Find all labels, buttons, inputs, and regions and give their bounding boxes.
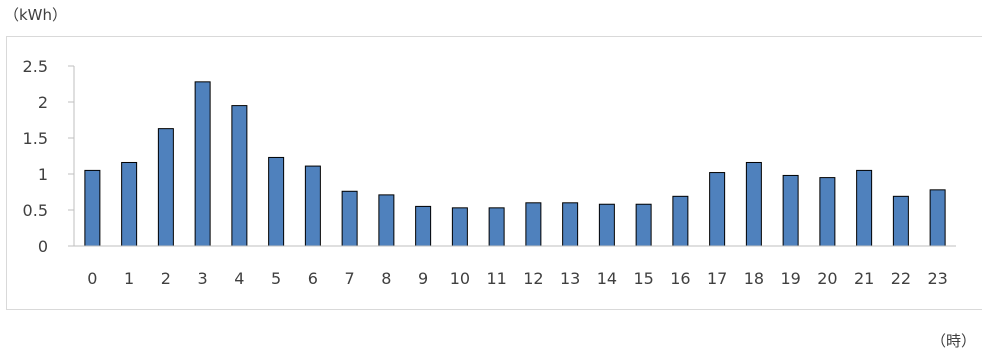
y-axis-ticks: 0 0.5 1 1.5 2 2.5	[23, 57, 74, 256]
x-tick-label: 2	[161, 269, 171, 288]
bar-hour-1	[121, 161, 138, 247]
x-tick-label: 20	[817, 269, 837, 288]
bar-hour-23	[929, 189, 946, 247]
x-tick-label: 5	[271, 269, 281, 288]
bar-hour-8	[378, 194, 395, 247]
bar-hour-19	[782, 174, 799, 247]
x-tick-label: 4	[234, 269, 244, 288]
bar-hour-10	[451, 207, 468, 247]
bar-hour-6	[304, 165, 321, 247]
bar-hour-14	[598, 203, 615, 247]
x-tick-label: 19	[780, 269, 800, 288]
x-tick-label: 16	[670, 269, 690, 288]
bar-hour-11	[488, 207, 505, 247]
x-tick-label: 11	[486, 269, 506, 288]
bar-chart: 00.511.522.5 0 1 2 3 4 5 6 7 8 9 10 11 12 13 14 15 16 17 1…	[23, 57, 956, 288]
x-tick-label: 10	[450, 269, 470, 288]
bar-hour-16	[672, 195, 689, 247]
y-tick-label: 1	[38, 165, 48, 184]
y-tick-label: 2.5	[23, 57, 48, 76]
y-tick-label: 0.5	[23, 201, 48, 220]
x-tick-label: 8	[381, 269, 391, 288]
x-tick-label: 15	[633, 269, 653, 288]
x-tick-label: 7	[345, 269, 355, 288]
bar-hour-17	[709, 172, 726, 247]
x-tick-label: 23	[927, 269, 947, 288]
bar-hour-15	[635, 203, 652, 247]
bar-hour-5	[268, 156, 285, 247]
bar-hour-13	[562, 202, 579, 247]
bar-hour-21	[856, 169, 873, 247]
x-tick-label: 1	[124, 269, 134, 288]
x-tick-label: 14	[597, 269, 617, 288]
x-tick-label: 3	[198, 269, 208, 288]
x-tick-label: 9	[418, 269, 428, 288]
y-tick-label: 0	[38, 237, 48, 256]
y-tick-label: 1.5	[23, 129, 48, 148]
bar-hour-22	[892, 195, 909, 247]
bar-hour-2	[157, 128, 174, 247]
bar-hour-0	[84, 169, 101, 247]
x-tick-label: 17	[707, 269, 727, 288]
bar-hour-18	[745, 161, 762, 247]
bar-hour-7	[341, 190, 358, 247]
bar-hour-3	[194, 81, 211, 247]
x-tick-label: 18	[744, 269, 764, 288]
y-tick-label: 2	[38, 93, 48, 112]
x-tick-label: 6	[308, 269, 318, 288]
bar-series	[84, 81, 946, 247]
bar-hour-12	[525, 202, 542, 247]
bar-hour-4	[231, 105, 248, 247]
x-tick-label: 21	[854, 269, 874, 288]
x-tick-label: 22	[891, 269, 911, 288]
x-tick-label: 12	[523, 269, 543, 288]
bar-hour-20	[819, 177, 836, 247]
chart-axes	[73, 66, 956, 247]
bar-hour-9	[415, 205, 432, 247]
x-axis-ticks: 0 1 2 3 4 5 6 7 8 9 10 11 12 13 14 15 16 17 18 19 20 21 22 23	[87, 269, 948, 288]
y-axis-unit-label: （kWh）	[4, 6, 68, 24]
x-axis-unit-label: （時）	[930, 332, 976, 350]
x-tick-label: 13	[560, 269, 580, 288]
x-tick-label: 0	[87, 269, 97, 288]
